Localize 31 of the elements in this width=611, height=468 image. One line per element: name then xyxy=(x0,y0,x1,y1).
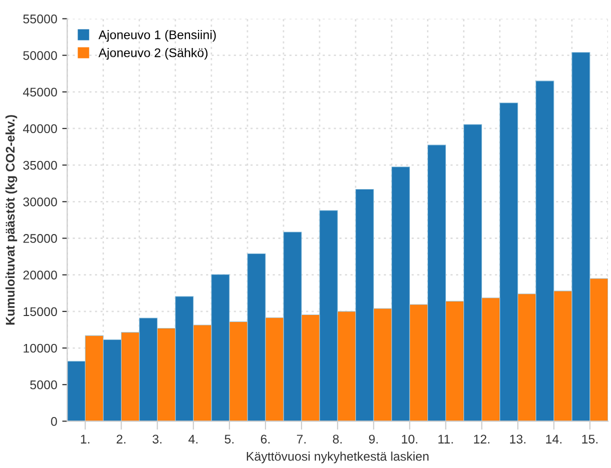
y-tick-label: 15000 xyxy=(24,307,57,316)
x-tick-label: 10. xyxy=(402,434,418,444)
legend-label: Ajoneuvo 1 (Bensiini) xyxy=(98,30,216,42)
y-tick-label: 30000 xyxy=(23,197,57,206)
x-tick-label: 12. xyxy=(474,434,490,444)
y-tick-label: 45000 xyxy=(23,88,57,97)
x-tick-label: 2. xyxy=(116,434,126,444)
x-tick-label: 13. xyxy=(510,434,526,444)
x-tick-label: 5. xyxy=(224,434,234,444)
y-tick-label: 0 xyxy=(51,417,57,426)
y-tick-label: 5000 xyxy=(30,380,57,390)
x-tick-label: 11. xyxy=(438,434,453,444)
x-tick-label: 3. xyxy=(152,434,162,444)
x-tick-label: 4. xyxy=(188,434,198,444)
y-tick-label: 50000 xyxy=(23,51,57,60)
x-tick-label: 8. xyxy=(332,434,342,444)
x-tick-label: 7. xyxy=(296,434,306,444)
x-axis-title: Käyttövuosi nykyhetkestä laskien xyxy=(246,452,428,464)
y-tick-label: 25000 xyxy=(23,234,57,243)
y-axis-title: Kumuloituvat päästöt (kg CO2-ekv.) xyxy=(5,115,18,325)
x-tick-label: 15. xyxy=(582,434,598,444)
x-tick-label: 9. xyxy=(369,434,378,444)
x-tick-label: 14. xyxy=(546,434,562,444)
x-tick-label: 6. xyxy=(260,434,270,444)
y-tick-label: 35000 xyxy=(23,160,57,170)
y-tick-label: 10000 xyxy=(24,344,57,353)
y-tick-label: 20000 xyxy=(23,270,57,280)
legend-label: Ajoneuvo 2 (Sähkö) xyxy=(98,48,208,60)
x-tick-label: 1. xyxy=(80,434,90,444)
y-tick-label: 55000 xyxy=(23,14,57,24)
y-tick-label: 40000 xyxy=(23,124,57,134)
